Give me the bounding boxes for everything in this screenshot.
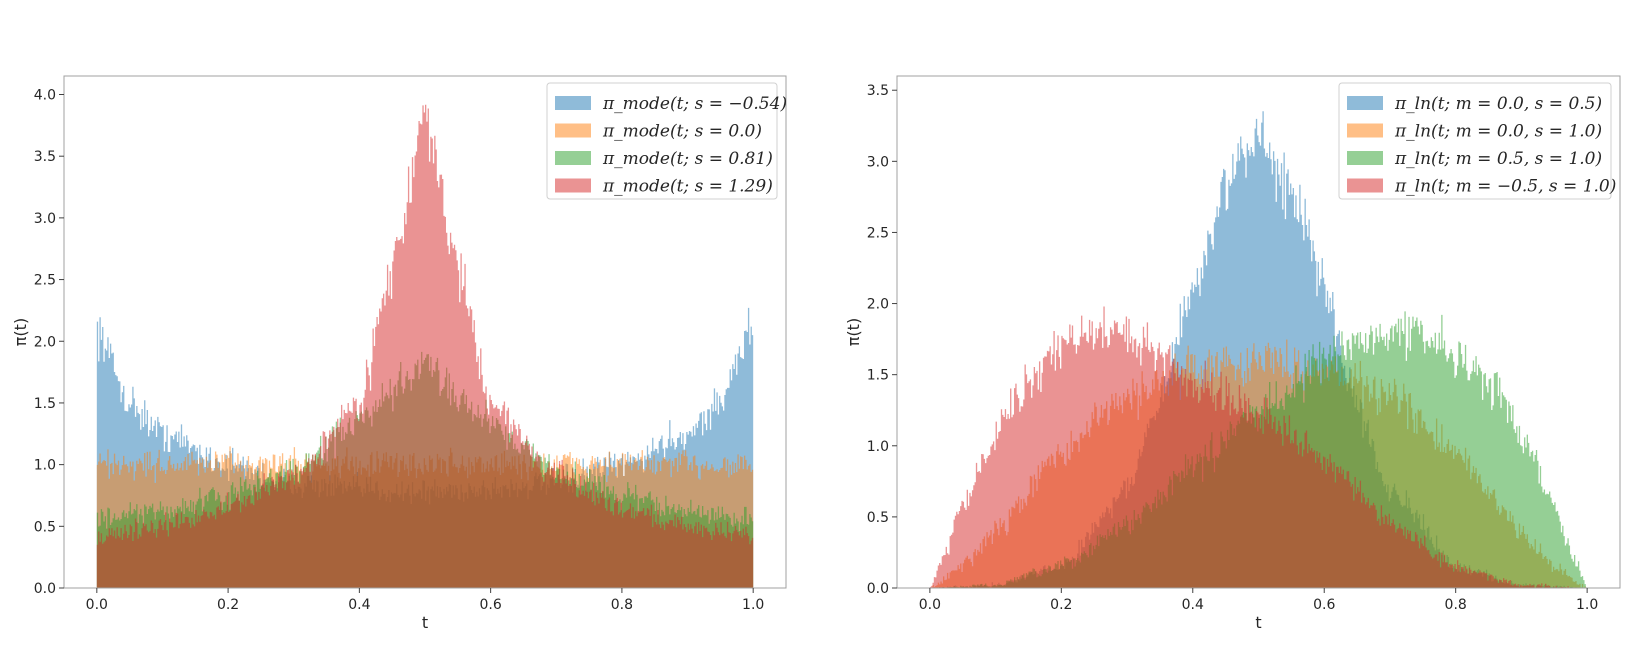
histogram-series-3 xyxy=(96,104,754,588)
x-tick-label: 0.2 xyxy=(217,597,239,613)
x-tick-label: 1.0 xyxy=(742,597,764,613)
legend-entry: π_mode(t; s = 0.81) xyxy=(602,149,773,169)
x-tick-label: 0.2 xyxy=(1050,597,1072,613)
x-axis-label: t xyxy=(1255,613,1261,632)
legend-entry: π_mode(t; s = 1.29) xyxy=(602,177,773,197)
histogram-series-0 xyxy=(929,111,1588,588)
legend-entry: π_ln(t; m = 0.0, s = 0.5) xyxy=(1394,94,1602,114)
chart-left: 0.0 0.2 0.4 0.6 0.8 1.0 0.0 0.5 1.0 1.5 2.0 2.5 3.0 3… xyxy=(11,75,787,632)
chart-right: 0.0 0.2 0.4 0.6 0.8 1.0 0.0 0.5 1.0 1.5 2.0 2.5 3.0 3… xyxy=(844,75,1621,632)
legend-entry: π_ln(t; m = 0.0, s = 1.0) xyxy=(1394,122,1602,142)
y-tick-label: 2.0 xyxy=(867,297,889,313)
legend-swatch xyxy=(1347,96,1383,110)
x-tick-label: 0.0 xyxy=(919,597,941,613)
y-tick-label: 0.0 xyxy=(34,581,56,597)
legend-box xyxy=(1338,82,1612,200)
y-axis-label: π(t) xyxy=(11,318,30,346)
legend-swatch xyxy=(1347,151,1383,165)
x-tick-label: 1.0 xyxy=(1576,597,1598,613)
legend-swatch xyxy=(555,123,591,138)
y-tick-label: 2.0 xyxy=(34,334,56,350)
x-tick-label: 0.8 xyxy=(1445,597,1467,613)
legend: π_mode(t; s = −0.54) π_mode(t; s = 0.0) π_… xyxy=(546,82,787,200)
legend-swatch xyxy=(555,96,591,110)
histogram-series-3 xyxy=(929,306,1588,588)
y-tick-label: 1.0 xyxy=(34,458,56,474)
y-axis-label: π(t) xyxy=(844,318,863,346)
y-tick-label: 4.0 xyxy=(34,88,56,104)
legend-swatch xyxy=(555,178,591,193)
x-axis-label: t xyxy=(422,613,428,632)
y-tick-label: 3.0 xyxy=(867,154,889,170)
legend: π_ln(t; m = 0.0, s = 0.5) π_ln(t; m = 0.0… xyxy=(1338,82,1616,200)
y-tick-label: 2.5 xyxy=(34,273,56,289)
y-tick-label: 0.5 xyxy=(867,510,889,526)
y-tick-label: 3.0 xyxy=(34,211,56,227)
x-tick-label: 0.8 xyxy=(611,597,633,613)
legend-entry: π_mode(t; s = 0.0) xyxy=(602,122,762,142)
y-tick-label: 0.5 xyxy=(34,519,56,535)
y-tick-label: 0.0 xyxy=(867,581,889,597)
plot-frame xyxy=(896,75,1621,589)
x-tick-label: 0.6 xyxy=(1313,597,1335,613)
legend-box xyxy=(546,82,778,200)
x-tick-label: 0.0 xyxy=(86,597,108,613)
legend-entry: π_ln(t; m = −0.5, s = 1.0) xyxy=(1394,177,1616,197)
legend-swatch xyxy=(555,151,591,165)
x-tick-label: 0.6 xyxy=(480,597,502,613)
legend-entry: π_mode(t; s = −0.54) xyxy=(602,94,787,114)
legend-entry: π_ln(t; m = 0.5, s = 1.0) xyxy=(1394,149,1602,169)
y-tick-label: 3.5 xyxy=(34,149,56,165)
x-tick-label: 0.4 xyxy=(1182,597,1204,613)
y-tick-label: 1.5 xyxy=(34,396,56,412)
y-tick-label: 1.0 xyxy=(867,439,889,455)
y-tick-label: 1.5 xyxy=(867,368,889,384)
plot-frame xyxy=(63,75,787,589)
legend-swatch xyxy=(1347,123,1383,138)
legend-swatch xyxy=(1347,178,1383,193)
x-tick-label: 0.4 xyxy=(348,597,370,613)
y-tick-label: 3.5 xyxy=(867,83,889,99)
y-tick-label: 2.5 xyxy=(867,225,889,241)
